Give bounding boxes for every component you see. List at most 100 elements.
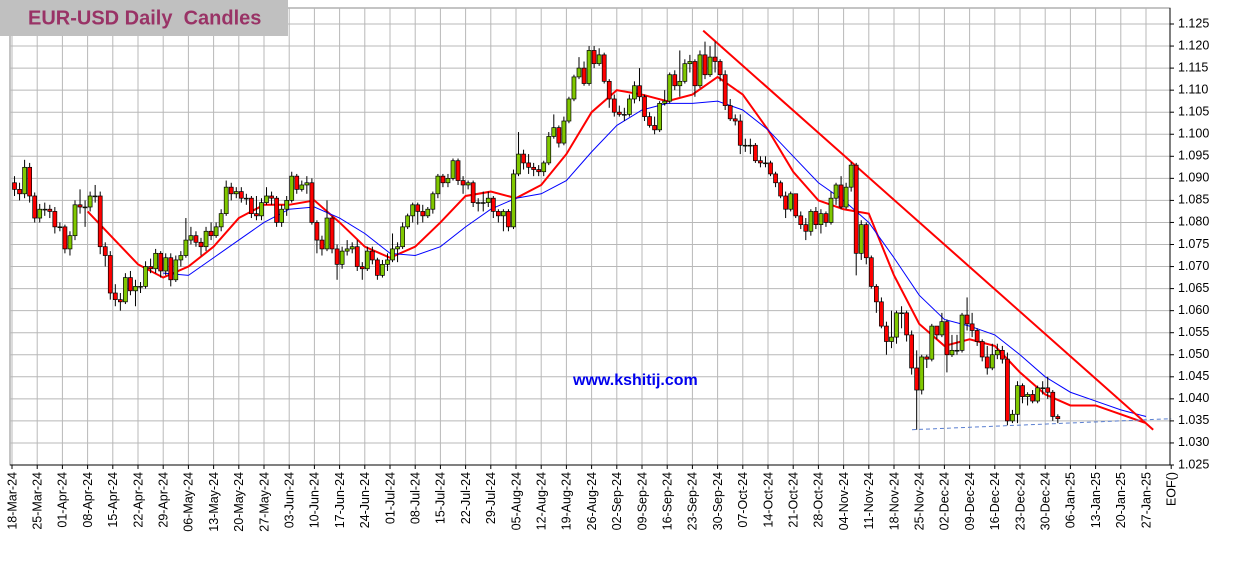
candle-body	[319, 239, 325, 250]
candle-body	[677, 80, 683, 87]
trendline	[702, 29, 1154, 431]
candle-body	[939, 321, 945, 336]
candle-body	[964, 314, 970, 325]
candle-body	[994, 349, 1000, 356]
candle-body	[722, 74, 728, 106]
candle-body	[773, 173, 778, 184]
candle-body	[732, 118, 738, 122]
x-tick-label: 12-Aug-24	[534, 472, 548, 530]
candle-body	[304, 182, 310, 186]
candle-body	[133, 286, 138, 292]
candle-body	[52, 211, 58, 228]
candle-body	[178, 255, 184, 261]
candle-body	[249, 197, 254, 214]
x-tick-label: 25-Nov-24	[912, 472, 926, 530]
candle-body	[153, 252, 158, 270]
candle-body	[410, 204, 416, 217]
x-tick-label: 08-Apr-24	[81, 472, 95, 528]
candle-body	[798, 215, 804, 226]
candle-body	[188, 235, 194, 241]
y-tick-label: 1.045	[1178, 369, 1209, 383]
candle-body	[385, 259, 390, 265]
x-tick-label: 29-Apr-24	[156, 472, 170, 528]
candle-body	[77, 204, 83, 208]
candle-body	[269, 195, 274, 199]
y-tick-label: 1.115	[1178, 60, 1208, 74]
candle-body	[37, 208, 43, 219]
candle-body	[203, 230, 209, 248]
candle-body	[642, 96, 647, 117]
candle-body	[571, 76, 577, 100]
candle-body	[445, 178, 451, 184]
candle-body	[833, 184, 839, 199]
candle-body	[97, 195, 103, 248]
candle-body	[637, 85, 642, 98]
candle-body	[647, 116, 652, 126]
candle-body	[556, 127, 562, 144]
candle-body	[1040, 387, 1046, 389]
candle-body	[47, 208, 53, 212]
candle-body	[279, 208, 284, 223]
y-tick-label: 1.120	[1178, 38, 1209, 52]
candle-body	[359, 266, 365, 270]
candle-body	[702, 54, 708, 76]
candle-body	[460, 180, 466, 186]
candle-body	[591, 50, 597, 65]
candle-body	[858, 224, 864, 254]
x-tick-label: 22-Apr-24	[131, 472, 145, 528]
candle-body	[228, 186, 234, 195]
candle-body	[662, 100, 668, 104]
candle-body	[213, 226, 219, 237]
x-tick-label: 16-Dec-24	[988, 472, 1002, 530]
candle-body	[586, 50, 592, 84]
candle-body	[430, 193, 436, 210]
candle-body	[465, 182, 471, 186]
candle-body	[979, 341, 985, 358]
candle-body	[289, 175, 295, 201]
x-tick-label: 28-Oct-24	[812, 472, 826, 528]
candle-body	[329, 217, 335, 250]
y-tick-label: 1.090	[1178, 171, 1209, 185]
candle-body	[914, 367, 920, 391]
x-tick-label: 19-Aug-24	[560, 472, 574, 530]
candle-body	[183, 239, 189, 256]
y-tick-label: 1.065	[1178, 281, 1209, 295]
candle-body	[198, 241, 204, 248]
candle-body	[435, 175, 441, 195]
labels: 1.025 1.030 1.035 1.040 1.045 1.050 1.055 1.060…	[5, 8, 1209, 532]
candle-body	[737, 120, 743, 146]
candle-body	[692, 61, 698, 87]
candle-body	[118, 299, 123, 303]
candle-body	[208, 230, 214, 237]
candle-body	[526, 162, 531, 168]
candle-body	[42, 208, 48, 211]
x-tick-label: 25-Mar-24	[30, 472, 44, 530]
candle-body	[768, 162, 773, 175]
candle-body	[390, 248, 395, 261]
x-tick-label: 03-Jun-24	[282, 472, 296, 528]
candle-body	[843, 186, 849, 208]
x-tick-label: 11-Nov-24	[862, 472, 876, 529]
candle-body	[949, 349, 955, 356]
candle-body	[868, 257, 874, 287]
candle-body	[475, 202, 481, 204]
candle-body	[944, 321, 950, 356]
x-tick-label: 24-Jun-24	[358, 472, 372, 528]
candle-body	[400, 226, 405, 248]
candle-body	[490, 197, 496, 212]
candle-body	[480, 202, 486, 204]
candle-body	[238, 191, 244, 199]
candle-body	[173, 259, 179, 281]
x-tick-label: 01-Jul-24	[383, 472, 397, 524]
candle-body	[959, 314, 965, 351]
candle-body	[909, 334, 914, 369]
candle-body	[274, 197, 279, 223]
candle-body	[1005, 358, 1010, 422]
candle-body	[12, 182, 17, 190]
candle-body	[254, 213, 259, 217]
candle-body	[687, 61, 693, 65]
candle-body	[863, 224, 869, 259]
candle-body	[72, 204, 78, 237]
candle-body	[102, 246, 108, 256]
